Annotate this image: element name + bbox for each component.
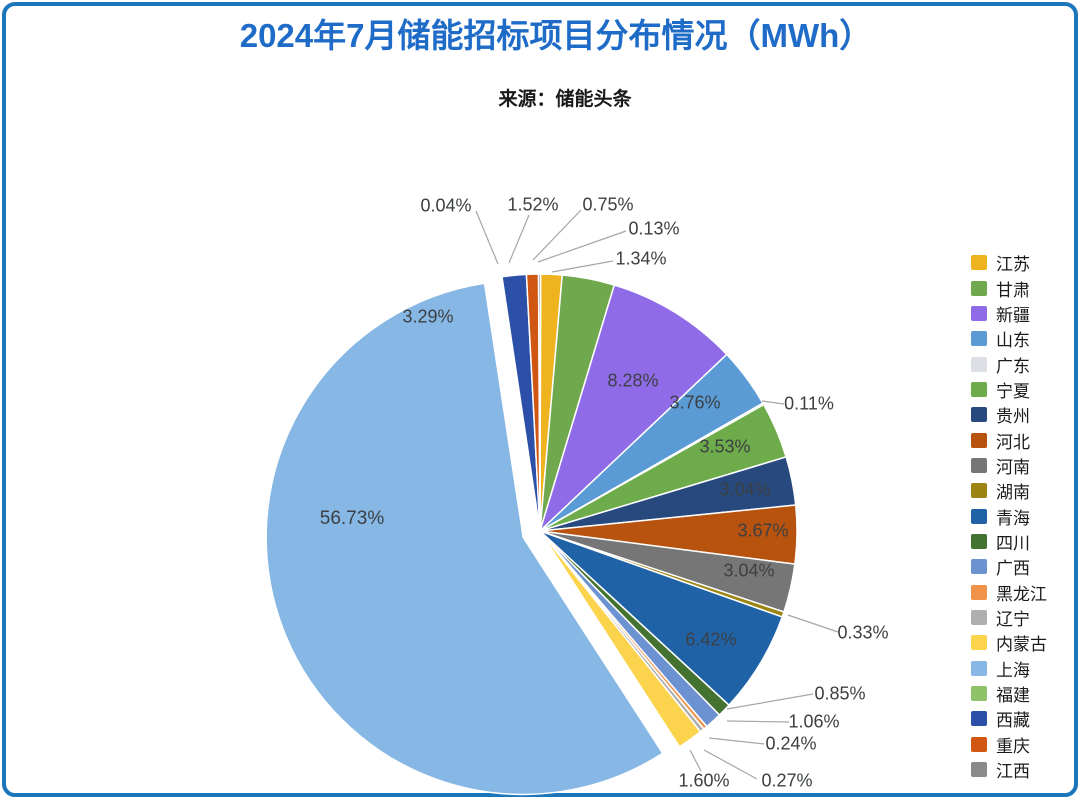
legend-label: 广西 — [996, 559, 1030, 580]
legend-item: 四川 — [971, 529, 1047, 554]
label-leader-line — [475, 210, 499, 265]
legend-swatch — [971, 533, 987, 549]
legend-swatch — [971, 508, 987, 524]
chart-source: 来源：储能头条 — [498, 88, 632, 110]
legend-label: 新疆 — [996, 305, 1030, 326]
legend-swatch — [971, 255, 987, 271]
legend-item: 甘肃 — [971, 275, 1047, 301]
pie-slice-16 — [265, 282, 664, 796]
legend-label: 四川 — [996, 533, 1030, 554]
legend-label: 辽宁 — [996, 609, 1030, 630]
legend-item: 贵州 — [971, 402, 1047, 427]
pie-slice-20 — [537, 273, 542, 532]
label-leader-line — [689, 749, 702, 772]
pie-slice-2 — [539, 284, 728, 532]
legend-swatch — [971, 762, 987, 778]
label-leader-line — [787, 614, 839, 633]
legend-label: 湖南 — [996, 483, 1030, 504]
legend-item: 河北 — [971, 427, 1047, 453]
legend-swatch — [971, 280, 987, 296]
label-leader-line — [508, 214, 530, 264]
label-leader-line — [726, 693, 814, 710]
legend-swatch — [971, 609, 987, 625]
legend-label: 江西 — [996, 762, 1030, 783]
legend-label: 贵州 — [996, 407, 1030, 428]
legend-label: 宁夏 — [996, 381, 1030, 402]
legend-item: 江苏 — [971, 250, 1047, 275]
legend-item: 河南 — [971, 453, 1047, 478]
legend-item: 辽宁 — [971, 605, 1047, 630]
legend-label: 江苏 — [996, 255, 1030, 276]
legend-swatch — [971, 331, 987, 347]
label-leader-line — [703, 749, 758, 780]
legend-swatch — [971, 407, 987, 423]
legend-swatch — [971, 381, 987, 397]
legend-swatch — [971, 559, 987, 575]
legend-label: 山东 — [996, 331, 1030, 352]
legend-item: 西藏 — [971, 706, 1047, 731]
label-leader-line — [537, 230, 627, 263]
label-leader-line — [708, 737, 765, 745]
legend-swatch — [971, 483, 987, 499]
legend-label: 河北 — [996, 432, 1030, 453]
legend-swatch — [971, 584, 987, 600]
legend-label: 西藏 — [996, 711, 1030, 732]
legend-swatch — [971, 432, 987, 448]
legend-item: 福建 — [971, 681, 1047, 706]
legend-label: 青海 — [996, 508, 1030, 529]
legend-label: 广东 — [996, 356, 1030, 377]
legend-swatch — [971, 457, 987, 473]
legend-label: 福建 — [996, 686, 1030, 707]
legend-item: 黑龙江 — [971, 579, 1047, 605]
legend-item: 内蒙古 — [971, 630, 1047, 655]
legend-swatch — [971, 660, 987, 676]
label-leader-line — [551, 260, 614, 273]
legend-label: 甘肃 — [996, 280, 1030, 301]
legend-item: 湖南 — [971, 478, 1047, 503]
label-leader-line — [726, 720, 790, 723]
legend-swatch — [971, 305, 987, 321]
legend-label: 重庆 — [996, 736, 1030, 757]
legend-swatch — [971, 686, 987, 702]
legend-label: 上海 — [996, 660, 1030, 681]
legend: 江苏甘肃新疆山东广东宁夏贵州河北河南湖南青海四川广西黑龙江辽宁内蒙古上海福建西藏… — [971, 250, 1047, 782]
label-leader-line — [532, 209, 582, 261]
legend-item: 青海 — [971, 503, 1047, 529]
legend-item: 上海 — [971, 656, 1047, 681]
legend-label: 内蒙古 — [996, 635, 1047, 656]
legend-label: 河南 — [996, 457, 1030, 478]
label-leader-line — [761, 400, 785, 405]
legend-swatch — [971, 711, 987, 727]
legend-item: 广东 — [971, 351, 1047, 377]
legend-item: 宁夏 — [971, 377, 1047, 402]
legend-swatch — [971, 635, 987, 651]
chart-title: 2024年7月储能招标项目分布情况（MWh） — [239, 17, 873, 54]
legend-swatch — [971, 736, 987, 752]
legend-item: 重庆 — [971, 732, 1047, 757]
legend-label: 黑龙江 — [996, 584, 1047, 605]
legend-item: 新疆 — [971, 301, 1047, 326]
legend-item: 江西 — [971, 757, 1047, 782]
legend-item: 广西 — [971, 554, 1047, 579]
legend-swatch — [971, 356, 987, 372]
pie-slice-15 — [539, 530, 702, 748]
legend-item: 山东 — [971, 326, 1047, 351]
